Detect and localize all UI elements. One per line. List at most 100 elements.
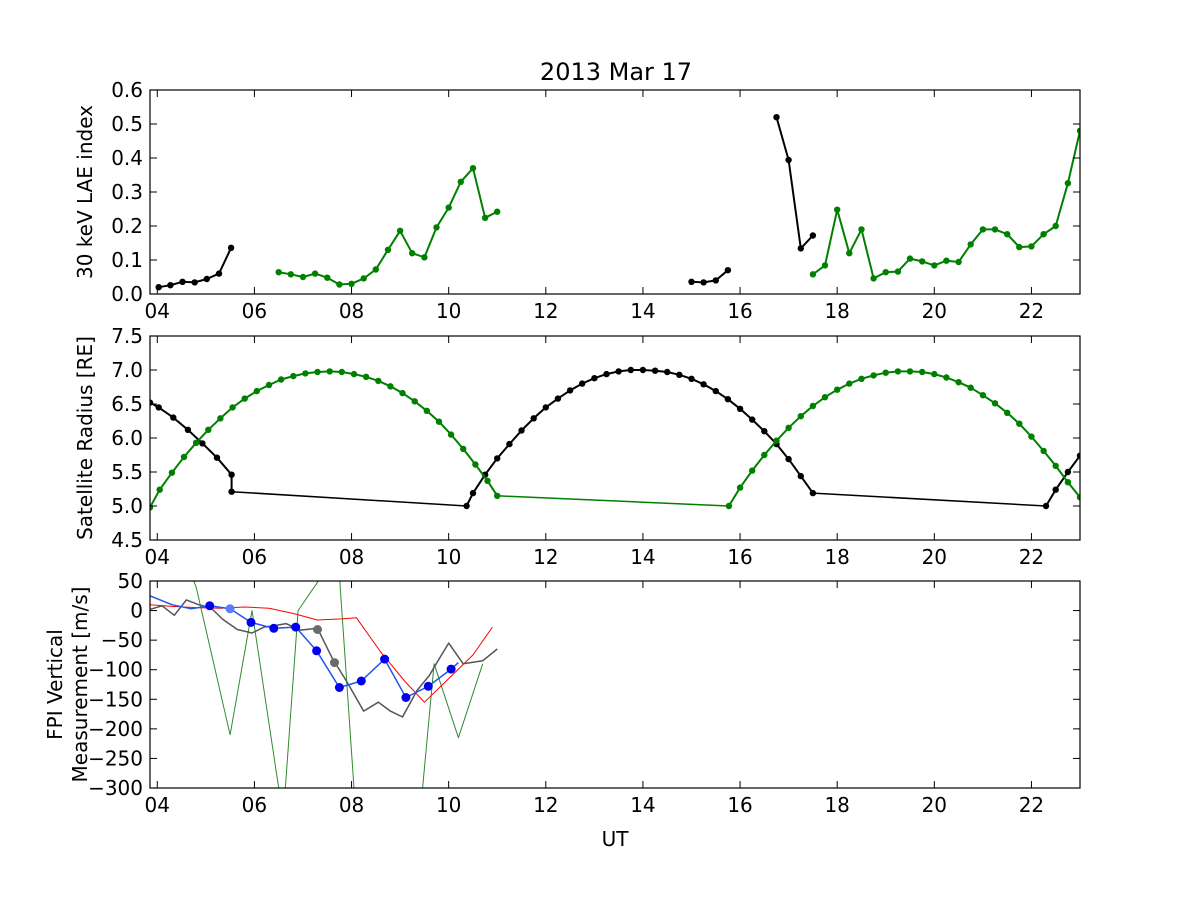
data-point bbox=[291, 622, 301, 632]
data-point bbox=[1042, 502, 1050, 510]
data-point bbox=[821, 262, 829, 269]
data-point bbox=[484, 477, 491, 484]
x-tick-label: 10 bbox=[436, 793, 461, 817]
data-point bbox=[446, 664, 456, 674]
y-axis-label-line: Measurement [m/s] bbox=[68, 587, 92, 783]
x-axis-label: UT bbox=[602, 827, 630, 851]
y-tick-label: −150 bbox=[88, 687, 143, 711]
y-tick-label: 0.2 bbox=[111, 214, 143, 238]
data-point bbox=[290, 372, 297, 380]
data-point bbox=[906, 255, 914, 262]
data-point bbox=[1076, 127, 1080, 134]
series-line bbox=[728, 370, 1080, 507]
series-line bbox=[231, 490, 467, 507]
data-point bbox=[399, 389, 406, 397]
data-point bbox=[858, 226, 865, 233]
data-point bbox=[191, 279, 198, 286]
data-point bbox=[350, 370, 358, 378]
data-point bbox=[615, 368, 622, 375]
data-point bbox=[700, 279, 707, 286]
data-point bbox=[809, 232, 817, 239]
chart-title: 2013 Mar 17 bbox=[540, 58, 692, 86]
data-point bbox=[1016, 420, 1023, 427]
data-point bbox=[943, 257, 950, 264]
data-point bbox=[205, 426, 212, 433]
data-point bbox=[834, 386, 841, 393]
data-point bbox=[396, 227, 404, 234]
x-tick-label: 08 bbox=[339, 299, 364, 323]
y-tick-label: −300 bbox=[88, 776, 143, 800]
x-tick-label: 08 bbox=[339, 793, 364, 817]
data-point bbox=[287, 271, 294, 278]
data-point bbox=[269, 623, 279, 633]
data-point bbox=[372, 266, 379, 273]
data-point bbox=[1004, 409, 1011, 416]
data-point bbox=[991, 226, 999, 233]
data-point bbox=[423, 681, 433, 691]
data-point bbox=[277, 376, 285, 383]
data-point bbox=[773, 437, 780, 444]
series-line bbox=[465, 369, 814, 507]
x-tick-label: 10 bbox=[436, 545, 461, 569]
data-point bbox=[457, 178, 464, 185]
x-tick-label: 16 bbox=[727, 545, 752, 569]
series-line bbox=[497, 495, 729, 507]
data-point bbox=[761, 428, 768, 435]
data-point bbox=[761, 451, 768, 459]
data-point bbox=[409, 250, 416, 257]
data-point bbox=[894, 268, 902, 275]
data-point bbox=[785, 156, 792, 164]
x-tick-label: 20 bbox=[922, 299, 947, 323]
data-point bbox=[469, 165, 477, 172]
data-point bbox=[931, 370, 938, 378]
data-point bbox=[447, 431, 455, 438]
data-point bbox=[943, 374, 950, 381]
data-point bbox=[168, 469, 176, 476]
x-tick-label: 14 bbox=[630, 793, 655, 817]
data-point bbox=[360, 275, 367, 282]
y-tick-label: 0 bbox=[130, 599, 143, 623]
data-point bbox=[542, 404, 549, 411]
y-tick-label: 5.0 bbox=[111, 494, 143, 518]
data-point bbox=[676, 371, 683, 378]
data-point bbox=[506, 440, 513, 448]
series-line bbox=[812, 492, 1047, 507]
data-point bbox=[314, 368, 321, 376]
data-point bbox=[591, 375, 598, 382]
data-point bbox=[228, 471, 235, 478]
x-tick-label: 12 bbox=[533, 299, 558, 323]
y-tick-label: −250 bbox=[88, 746, 143, 770]
data-point bbox=[338, 368, 345, 376]
series-line bbox=[691, 269, 729, 284]
data-point bbox=[421, 254, 428, 261]
data-point bbox=[846, 250, 853, 257]
x-tick-label: 08 bbox=[339, 545, 364, 569]
data-point bbox=[311, 270, 319, 277]
data-point bbox=[401, 693, 411, 702]
x-tick-label: 18 bbox=[824, 793, 849, 817]
axes-frame bbox=[149, 335, 1081, 541]
x-tick-label: 12 bbox=[533, 793, 558, 817]
data-point bbox=[203, 275, 210, 283]
y-tick-label: −100 bbox=[88, 658, 143, 682]
data-point bbox=[205, 601, 215, 611]
data-point bbox=[821, 394, 829, 401]
plot-area bbox=[150, 581, 498, 788]
y-tick-label: 5.5 bbox=[111, 460, 143, 484]
data-point bbox=[265, 381, 273, 389]
data-point bbox=[797, 245, 804, 252]
data-point bbox=[882, 369, 889, 376]
data-point bbox=[299, 273, 307, 281]
data-point bbox=[334, 683, 344, 692]
x-tick-label: 04 bbox=[145, 545, 170, 569]
data-point bbox=[225, 604, 235, 614]
series-line bbox=[812, 130, 1080, 280]
y-axis-label: Satellite Radius [RE] bbox=[73, 336, 97, 540]
y-tick-label: 6.5 bbox=[111, 392, 143, 416]
data-point bbox=[919, 368, 926, 376]
data-point bbox=[724, 396, 732, 403]
data-point bbox=[375, 377, 382, 385]
data-point bbox=[1076, 494, 1080, 501]
data-point bbox=[882, 269, 889, 276]
x-tick-label: 20 bbox=[922, 545, 947, 569]
